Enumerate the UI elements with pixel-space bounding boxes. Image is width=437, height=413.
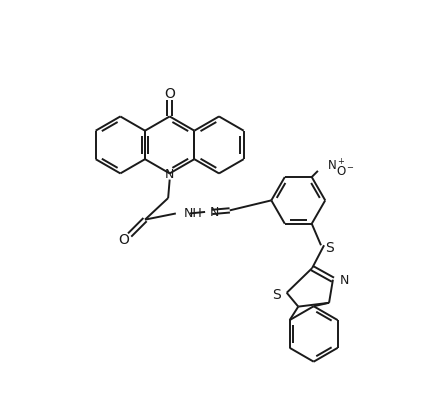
- Text: N: N: [210, 206, 219, 219]
- Text: N: N: [165, 168, 174, 180]
- Text: NH: NH: [184, 206, 202, 220]
- Text: N$^+$: N$^+$: [327, 158, 346, 173]
- Text: O$^-$: O$^-$: [336, 165, 355, 178]
- Text: S: S: [272, 287, 281, 301]
- Text: N: N: [340, 273, 349, 287]
- Text: O: O: [118, 232, 129, 246]
- Text: O: O: [164, 86, 175, 100]
- Text: S: S: [326, 240, 334, 254]
